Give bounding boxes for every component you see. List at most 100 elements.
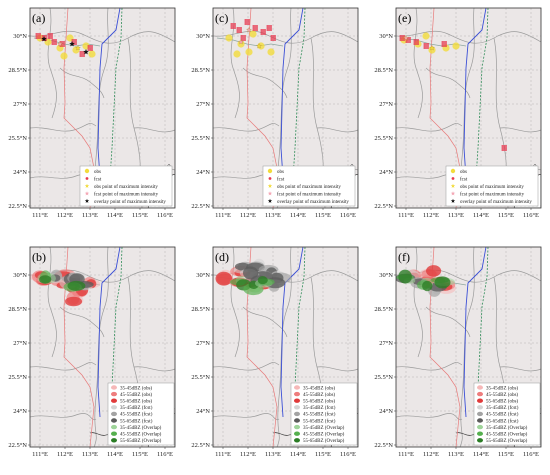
max-intensity-star <box>57 40 63 47</box>
province-border <box>30 30 175 44</box>
legend-swatch <box>477 405 483 410</box>
legend-swatch <box>294 398 300 403</box>
route-blue <box>280 8 304 179</box>
province-border <box>499 366 541 372</box>
province-border <box>213 123 280 132</box>
map-panel-a: 111°E 112°E 113°E 114°E 115°E 116°E 30°N 28.5°N… <box>8 7 176 219</box>
legend-label: 45-55dBZ (Overlap) <box>486 433 528 438</box>
lon-tick-label: 114°E <box>290 212 306 219</box>
map-layers <box>213 8 358 208</box>
lon-tick-label: 116°E <box>340 451 356 458</box>
route-blue <box>463 8 487 179</box>
province-border <box>30 362 97 371</box>
legend-marker-star <box>267 198 273 203</box>
lat-tick-label: 24°N <box>13 408 27 415</box>
legend-swatch <box>477 424 483 430</box>
province-border <box>316 366 358 372</box>
lat-tick-label: 25.5°N <box>374 374 393 381</box>
route-blue <box>280 247 304 418</box>
lat-tick-label: 25.5°N <box>8 135 27 142</box>
panel-label: (a) <box>32 11 45 25</box>
legend-marker-star <box>267 183 273 188</box>
legend-marker-star <box>84 183 90 188</box>
obs-point <box>452 42 460 50</box>
lon-tick-label: 116°E <box>157 212 173 219</box>
legend-swatch <box>111 391 117 397</box>
lat-tick-label: 27°N <box>379 340 393 347</box>
legend-areas: 35-45dBZ (obs) 45-55dBZ (obs) 55-65dBZ (ob… <box>290 382 358 446</box>
legend-points: obs fcst obs point of maximum intensity fcs… <box>79 165 173 207</box>
legend-marker-fcst <box>85 177 89 180</box>
lon-tick-label: 112°E <box>423 451 439 458</box>
legend-label: 45-55dBZ (fcst) <box>303 413 336 418</box>
legend-swatch <box>477 385 483 390</box>
lon-tick-label: 115°E <box>315 451 331 458</box>
lon-tick-label: 113°E <box>448 212 464 219</box>
legend-box <box>290 382 358 446</box>
legend-areas: 35-45dBZ (obs) 45-55dBZ (obs) 55-65dBZ (ob… <box>107 382 175 446</box>
legend-label: 55-65dBZ (Overlap) <box>120 439 162 444</box>
lon-tick-label: 113°E <box>265 212 281 219</box>
legend-label: 35-45dBZ (obs) <box>486 386 518 391</box>
province-border <box>30 123 97 132</box>
legend-label: fcst <box>460 177 468 182</box>
province-border <box>213 30 358 44</box>
province-border <box>213 362 280 371</box>
legend-swatch <box>294 418 300 423</box>
legend-swatch <box>111 424 117 430</box>
legend-label: 55-65dBZ (obs) <box>486 400 518 405</box>
obs-point <box>428 46 436 54</box>
route-green <box>109 247 123 418</box>
panel-frame <box>29 7 176 209</box>
lon-tick-label: 114°E <box>290 451 306 458</box>
obs-echo-area <box>65 296 83 307</box>
legend-marker-obs <box>84 168 90 174</box>
legend-swatch <box>477 411 483 417</box>
lon-tick-label: 114°E <box>473 451 489 458</box>
legend-label: fcst point of maximum intensity <box>460 192 525 197</box>
lon-tick-label: 111°E <box>398 451 414 458</box>
lon-tick-label: 115°E <box>132 212 148 219</box>
route-green <box>292 247 306 418</box>
obs-point <box>237 40 245 48</box>
legend-label: obs point of maximum intensity <box>277 185 341 190</box>
legend-label: 45-55dBZ (Overlap) <box>303 433 345 438</box>
lon-tick-label: 116°E <box>157 451 173 458</box>
max-intensity-star <box>256 42 262 49</box>
legend-swatch <box>111 385 117 390</box>
panel-frame <box>395 7 542 209</box>
panel-label: (c) <box>215 11 228 25</box>
lon-tick-label: 114°E <box>107 451 123 458</box>
legend-label: 35-45dBZ (Overlap) <box>120 426 162 431</box>
lat-tick-label: 28.5°N <box>374 306 393 313</box>
lat-tick-label: 22.5°N <box>8 203 27 210</box>
legend-areas: 35-45dBZ (obs) 45-55dBZ (obs) 55-65dBZ (ob… <box>473 382 541 446</box>
lat-tick-label: 28.5°N <box>374 67 393 74</box>
overlap-echo-area <box>422 280 433 292</box>
obs-point <box>249 30 257 38</box>
legend-label: overlay point of maximum intensity <box>460 200 532 205</box>
province-border <box>47 247 57 358</box>
legend-label: overlay point of maximum intensity <box>94 200 166 205</box>
overlap-echo-area <box>257 276 268 285</box>
legend-swatch <box>294 405 300 410</box>
legend-label: 45-55dBZ (obs) <box>486 393 518 398</box>
legend-box <box>79 165 173 207</box>
lon-tick-label: 115°E <box>132 451 148 458</box>
lat-tick-label: 22.5°N <box>191 442 210 449</box>
route-green <box>109 8 123 179</box>
max-intensity-star <box>75 44 81 51</box>
legend-box <box>262 165 356 207</box>
panel-frame <box>29 246 176 448</box>
lon-tick-label: 112°E <box>57 212 73 219</box>
route-blue <box>97 247 121 418</box>
lat-tick-label: 24°N <box>379 408 393 415</box>
lat-tick-label: 30°N <box>196 272 210 279</box>
legend-marker-star <box>450 191 456 196</box>
lat-tick-label: 30°N <box>379 33 393 40</box>
legend-points: obs fcst obs point of maximum intensity fcs… <box>262 165 356 207</box>
legend-label: overlay point of maximum intensity <box>277 200 349 205</box>
lon-tick-label: 116°E <box>523 451 539 458</box>
legend-box <box>107 382 175 446</box>
